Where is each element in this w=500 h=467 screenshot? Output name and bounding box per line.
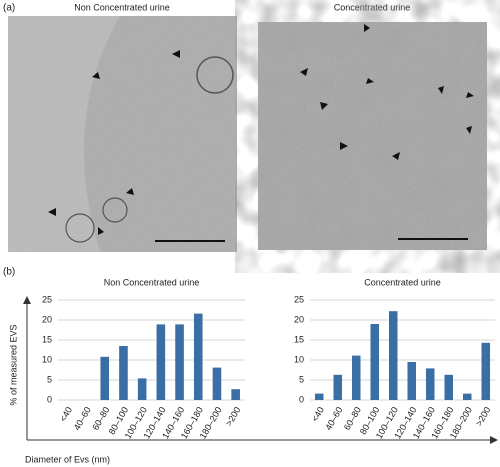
y-tick-label: 5 bbox=[47, 374, 52, 384]
x-axis-label: Diameter of Evs (nm) bbox=[25, 454, 110, 464]
chart-title: Non Concentrated urine bbox=[104, 277, 200, 287]
bar bbox=[370, 324, 380, 400]
x-tick-label: >200 bbox=[224, 405, 243, 428]
bar bbox=[193, 313, 203, 400]
bar bbox=[100, 356, 110, 400]
bar bbox=[351, 355, 361, 400]
bar bbox=[212, 367, 222, 400]
bar bbox=[333, 374, 343, 400]
bar bbox=[175, 324, 184, 400]
x-tick-label: <40 bbox=[310, 405, 326, 423]
y-tick-label: 25 bbox=[42, 294, 52, 304]
y-tick-label: 15 bbox=[294, 334, 304, 344]
bar bbox=[231, 389, 240, 400]
x-tick-label: 40–60 bbox=[72, 405, 93, 432]
x-tick-label: 40–60 bbox=[323, 405, 344, 432]
image-title: Concentrated urine bbox=[334, 2, 411, 12]
bar bbox=[119, 346, 128, 400]
bar bbox=[407, 362, 417, 400]
y-axis-label: % of measured EVS bbox=[8, 324, 18, 405]
bar bbox=[444, 374, 454, 400]
chart-title: Concentrated urine bbox=[364, 277, 441, 287]
x-tick-label: <40 bbox=[58, 405, 74, 423]
bar bbox=[462, 393, 472, 400]
panel-label: (a) bbox=[3, 3, 15, 14]
y-tick-label: 10 bbox=[294, 354, 304, 364]
y-tick-label: 10 bbox=[42, 354, 52, 364]
y-tick-label: 5 bbox=[299, 374, 304, 384]
y-tick-label: 0 bbox=[299, 394, 304, 404]
panel-label: (b) bbox=[3, 267, 15, 278]
bar bbox=[137, 378, 147, 400]
y-tick-label: 20 bbox=[294, 314, 304, 324]
y-tick-label: 0 bbox=[47, 394, 52, 404]
y-tick-label: 25 bbox=[294, 294, 304, 304]
bar bbox=[314, 393, 324, 400]
bar bbox=[388, 311, 398, 400]
bar bbox=[425, 368, 435, 400]
bar bbox=[481, 342, 491, 400]
y-tick-label: 15 bbox=[42, 334, 52, 344]
micrograph bbox=[258, 22, 487, 250]
bar bbox=[156, 324, 166, 400]
micrograph bbox=[8, 16, 237, 252]
x-tick-label: >200 bbox=[474, 405, 493, 428]
y-tick-label: 20 bbox=[42, 314, 52, 324]
image-title: Non Concentrated urine bbox=[74, 2, 170, 12]
